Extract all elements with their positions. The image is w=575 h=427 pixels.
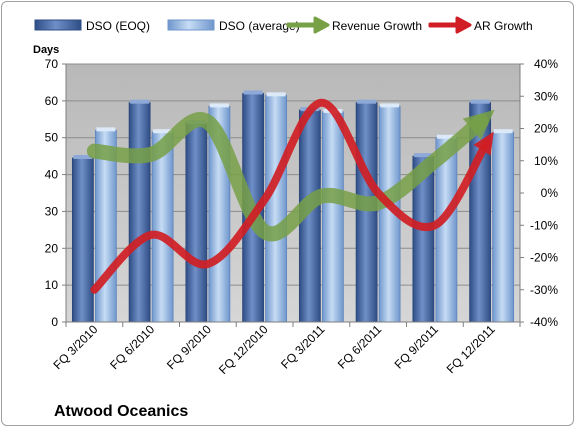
y-right-tick-label: -10% <box>530 218 558 232</box>
y-left-tick-label: 60 <box>45 94 59 108</box>
bar-top-dso-average <box>96 127 116 132</box>
bar-top-dso-eoq <box>73 154 93 159</box>
line-revenue-growth-arrowhead <box>462 109 495 140</box>
y-right-tick-labels: -40% -30% -20% -10% 0% 10% 20% 30% 40% <box>530 57 558 329</box>
y-left-axis-title: Days <box>33 44 59 56</box>
line-ar-growth-arrowhead <box>473 131 494 156</box>
bar-top-dso-average <box>436 134 456 139</box>
line-revenue-growth <box>86 112 489 242</box>
bar-dso-eoq <box>71 157 94 323</box>
bar-dso-eoq <box>185 122 208 323</box>
bar-dso-average <box>265 94 288 323</box>
bars <box>71 90 515 323</box>
y-left-tick-label: 50 <box>45 131 59 145</box>
y-left-tick-label: 40 <box>45 168 59 182</box>
x-tick-label: FQ 9/2011 <box>392 322 442 372</box>
x-tick-label: FQ 6/2011 <box>335 322 385 372</box>
bar-top-dso-eoq <box>470 99 490 104</box>
legend: DSO (EOQ) DSO (average) Revenue Growth A… <box>34 16 533 34</box>
bar-top-dso-average <box>380 103 400 108</box>
legend-item-dso-eoq: DSO (EOQ) <box>34 19 150 33</box>
legend-swatch-dso-eoq <box>34 19 82 31</box>
y-right-tick-label: 0% <box>541 186 559 200</box>
bar-top-dso-average <box>493 129 513 134</box>
bar-top-dso-eoq <box>243 90 263 95</box>
x-tick-label: FQ 12/2011 <box>444 322 498 376</box>
y-right-tick-label: -30% <box>530 283 558 297</box>
y-left-tick-labels: 0 10 20 30 40 50 60 70 <box>45 57 59 329</box>
y-right-tick-label: 20% <box>534 122 558 136</box>
legend-label-revenue-growth: Revenue Growth <box>332 19 422 33</box>
y-left-tick-label: 0 <box>51 315 58 329</box>
y-left-tick-label: 30 <box>45 204 59 218</box>
legend-item-dso-average: DSO (average) <box>167 19 300 33</box>
x-tick-label: FQ 9/2010 <box>164 322 214 372</box>
bar-dso-eoq <box>355 102 378 323</box>
y-right-tick-label: 30% <box>534 89 558 103</box>
y-right-tick-label: -40% <box>530 315 558 329</box>
y-right-tick-label: -20% <box>530 251 558 265</box>
y-right-tick-label: 40% <box>534 57 558 71</box>
x-tick-label: FQ 3/2011 <box>278 322 328 372</box>
x-tick-label: FQ 3/2010 <box>51 322 101 372</box>
x-tick-label: FQ 12/2010 <box>216 322 271 377</box>
axes <box>62 63 524 327</box>
legend-label-dso-average: DSO (average) <box>219 19 300 33</box>
bar-dso-average <box>492 131 515 323</box>
x-tick-label: FQ 6/2010 <box>107 322 157 372</box>
bar-top-dso-average <box>153 129 173 134</box>
y-left-tick-label: 20 <box>45 241 59 255</box>
x-tick-labels: FQ 3/2010 FQ 6/2010 FQ 9/2010 FQ 12/2010 FQ … <box>51 322 498 377</box>
bar-top-dso-eoq <box>413 153 433 158</box>
legend-arrow-ar-growth <box>428 16 472 34</box>
bar-top-dso-average <box>266 92 286 97</box>
growth-lines <box>86 98 495 294</box>
bar-top-dso-eoq <box>130 99 150 104</box>
legend-arrow-revenue-growth <box>286 16 330 34</box>
bar-top-dso-average <box>209 103 229 108</box>
line-ar-growth <box>90 98 491 294</box>
legend-label-dso-eoq: DSO (EOQ) <box>86 19 150 33</box>
y-left-tick-label: 10 <box>45 278 59 292</box>
legend-item-ar-growth: AR Growth <box>428 16 533 34</box>
bar-dso-average <box>321 111 344 323</box>
company-label: Atwood Oceanics <box>54 403 188 420</box>
y-left-tick-label: 70 <box>45 57 59 71</box>
legend-label-ar-growth: AR Growth <box>474 19 533 33</box>
legend-swatch-dso-average <box>167 19 215 31</box>
y-right-tick-label: 10% <box>534 154 558 168</box>
bar-dso-eoq <box>128 102 151 323</box>
legend-item-revenue-growth: Revenue Growth <box>286 16 422 34</box>
bar-top-dso-eoq <box>357 99 377 104</box>
